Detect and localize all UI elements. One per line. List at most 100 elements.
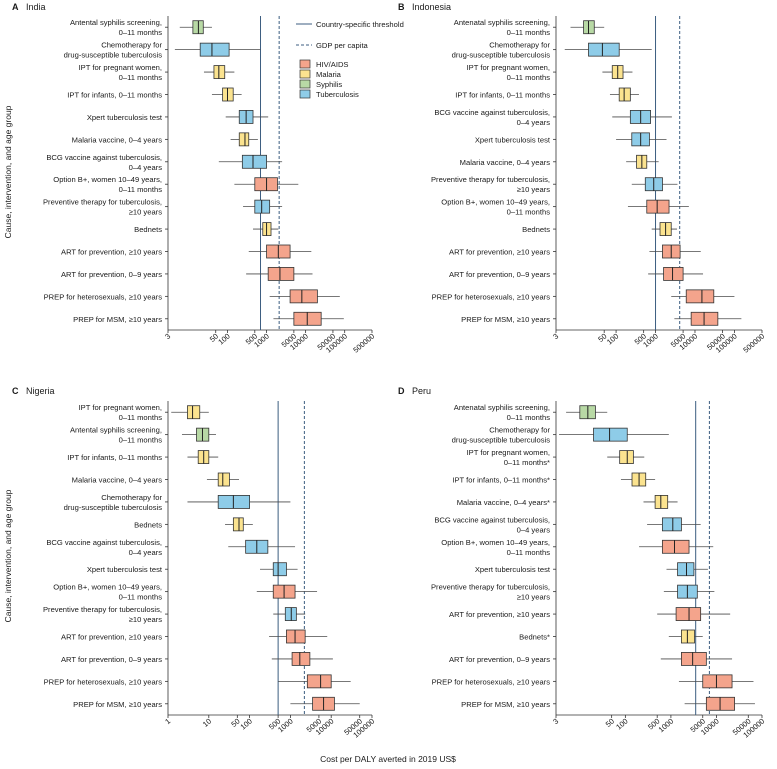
iqr-box — [286, 629, 306, 644]
row-label: PREP for heterosexuals, ≥10 years — [432, 292, 551, 301]
box-row: PREP for MSM, ≥10 years — [73, 696, 360, 711]
row-label: Malaria vaccine, 0–4 years — [460, 158, 551, 167]
row-label: drug-susceptible tuberculosis — [452, 436, 551, 445]
row-label: Xpert tuberculosis test — [475, 135, 551, 144]
iqr-box — [272, 562, 287, 577]
row-label: 0–4 years — [129, 548, 163, 557]
x-tick-label: 1000 — [657, 717, 676, 735]
box-row: BCG vaccine against tuberculosis,0–4 yea… — [46, 153, 283, 172]
row-label: PREP for MSM, ≥10 years — [73, 315, 162, 324]
row-label: PREP for heterosexuals, ≥10 years — [44, 677, 163, 686]
row-label: drug-susceptible tuberculosis — [64, 503, 163, 512]
iqr-box — [217, 495, 251, 509]
iqr-box — [702, 674, 733, 689]
box-row: Bednets — [134, 222, 279, 236]
row-label: Chemotherapy for — [489, 426, 550, 435]
row-label: IPT for infants, 0–11 months — [67, 453, 162, 462]
row-label: Chemotherapy for — [101, 493, 162, 502]
legend-swatch — [299, 59, 311, 69]
x-tick-label: 500000 — [741, 332, 766, 355]
box-row: IPT for infants, 0–11 months — [67, 87, 242, 102]
row-label: Preventive therapy for tuberculosis, — [43, 605, 162, 614]
iqr-box — [661, 517, 682, 532]
row-label: Option B+, women 10–49 years, — [53, 175, 162, 184]
iqr-box — [187, 405, 201, 420]
row-label: Bednets* — [519, 633, 550, 642]
box-row: Option B+, women 10–49 years,0–11 months — [53, 175, 299, 194]
iqr-box — [217, 472, 230, 487]
box-row: ART for prevention, 0–9 years — [61, 652, 333, 666]
row-label: 0–4 years — [517, 525, 551, 534]
x-tick-label: 3 — [163, 332, 172, 342]
row-label: 0–11 months — [119, 185, 163, 194]
row-label: ≥10 years — [129, 208, 162, 217]
box-row: Bednets — [134, 517, 253, 532]
row-label: BCG vaccine against tuberculosis, — [46, 153, 162, 162]
row-label: PREP for MSM, ≥10 years — [73, 700, 162, 709]
box-row: Antental syphilis screening,0–11 months — [70, 426, 216, 445]
box-row: PREP for heterosexuals, ≥10 years — [44, 674, 351, 689]
x-tick-label: 50 — [604, 717, 616, 729]
iqr-box — [661, 539, 690, 554]
box-row: Xpert tuberculosis test — [475, 562, 708, 577]
row-label: PREP for heterosexuals, ≥10 years — [432, 677, 551, 686]
x-tick-label: 100 — [216, 332, 231, 347]
row-label: IPT for infants, 0–11 months — [455, 91, 550, 100]
iqr-box — [232, 517, 244, 532]
row-label: ≥10 years — [517, 185, 550, 194]
row-label: Bednets — [522, 225, 550, 234]
box-row: Malaria vaccine, 0–4 years — [72, 132, 258, 147]
panel-letter: B — [398, 2, 405, 12]
box-row: BCG vaccine against tuberculosis,0–4 yea… — [434, 108, 672, 127]
iqr-box — [241, 154, 267, 169]
box-row: Xpert tuberculosis test — [87, 110, 269, 124]
row-label: Malaria vaccine, 0–4 years — [72, 476, 163, 485]
iqr-box — [306, 674, 332, 689]
box-row: ART for prevention, 0–9 years — [449, 267, 704, 281]
row-label: ≥10 years — [517, 593, 550, 602]
panel-letter: A — [12, 2, 19, 12]
row-label: BCG vaccine against tuberculosis, — [434, 108, 550, 117]
box-row: BCG vaccine against tuberculosis,0–4 yea… — [46, 538, 296, 557]
legend-swatch — [299, 89, 311, 99]
x-tick-label: 100 — [605, 332, 620, 347]
box-row: Antenatal syphilis screening,0–11 months — [454, 18, 605, 37]
row-label: 0–11 months — [119, 28, 163, 37]
legend-label: Malaria — [316, 70, 342, 79]
row-label: PREP for MSM, ≥10 years — [461, 315, 550, 324]
row-label: Xpert tuberculosis test — [87, 565, 163, 574]
row-label: Chemotherapy for — [101, 41, 162, 50]
row-label: BCG vaccine against tuberculosis, — [434, 515, 550, 524]
x-tick-label: 3 — [551, 332, 560, 342]
iqr-box — [663, 267, 684, 281]
row-label: PREP for heterosexuals, ≥10 years — [44, 292, 163, 301]
box-row: PREP for heterosexuals, ≥10 years — [432, 289, 735, 304]
box-row: ART for prevention, ≥10 years — [61, 629, 328, 644]
box-row: Option B+, women 10–49 years,0–11 months — [441, 198, 689, 217]
row-label: Chemotherapy for — [489, 41, 550, 50]
box-row: Malaria vaccine, 0–4 years — [72, 472, 240, 487]
row-label: Bednets — [134, 225, 162, 234]
row-label: PREP for MSM, ≥10 years — [461, 700, 550, 709]
x-tick-label: 3 — [551, 717, 560, 727]
row-label: Malaria vaccine, 0–4 years — [72, 135, 163, 144]
box-row: Preventive therapy for tuberculosis,≥10 … — [431, 175, 678, 194]
box-row: Xpert tuberculosis test — [87, 562, 298, 577]
box-row: Malaria vaccine, 0–4 years* — [457, 495, 678, 509]
panel-title: Nigeria — [26, 386, 55, 396]
row-label: ≥10 years — [129, 615, 162, 624]
iqr-box — [593, 427, 628, 442]
x-tick-label: 1 — [163, 717, 172, 727]
row-label: 0–11 months — [119, 436, 163, 445]
row-label: IPT for pregnant women, — [79, 403, 162, 412]
row-label: 0–11 months — [119, 73, 163, 82]
row-label: 0–11 months — [119, 593, 163, 602]
box-row: ART for prevention, ≥10 years — [61, 244, 312, 259]
row-label: 0–4 years — [517, 118, 551, 127]
row-label: 0–11 months — [119, 413, 163, 422]
row-label: ART for prevention, ≥10 years — [449, 610, 550, 619]
box-row: Xpert tuberculosis test — [475, 132, 667, 147]
